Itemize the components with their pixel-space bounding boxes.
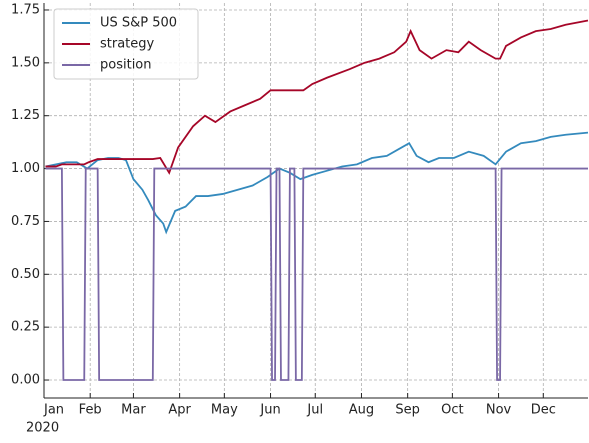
series-line xyxy=(45,19,589,175)
x-tick-label: May xyxy=(211,403,238,418)
x-tick-label: Apr xyxy=(168,403,191,418)
x-tick-label: Jul xyxy=(306,403,323,418)
y-tick-label: 1.25 xyxy=(11,108,40,123)
x-tick-label: Feb xyxy=(79,403,102,418)
y-tick-label: 0.75 xyxy=(11,214,40,229)
x-tick-label: Aug xyxy=(349,403,374,418)
y-tick-label: 1.50 xyxy=(11,55,40,70)
x-tick-label: Mar xyxy=(121,403,146,418)
x-tick-label: Nov xyxy=(486,403,512,418)
x-year-label: 2020 xyxy=(26,421,59,436)
legend-label: US S&P 500 xyxy=(100,16,177,31)
series-line xyxy=(45,167,588,381)
legend-label: strategy xyxy=(100,37,155,52)
x-tick-label: Oct xyxy=(441,403,463,418)
y-tick-label: 0.50 xyxy=(11,267,40,282)
legend-box xyxy=(53,8,199,80)
legend-label: position xyxy=(100,58,152,73)
x-tick-label: Jun xyxy=(259,403,280,418)
x-tick-label: Sep xyxy=(395,403,420,418)
y-tick-label: 0.25 xyxy=(11,320,40,335)
x-tick-label: Dec xyxy=(531,403,556,418)
x-tick-label: Jan xyxy=(43,403,64,418)
y-tick-label: 0.00 xyxy=(11,373,40,388)
y-tick-label: 1.75 xyxy=(11,2,40,17)
y-tick-label: 1.00 xyxy=(11,161,40,176)
